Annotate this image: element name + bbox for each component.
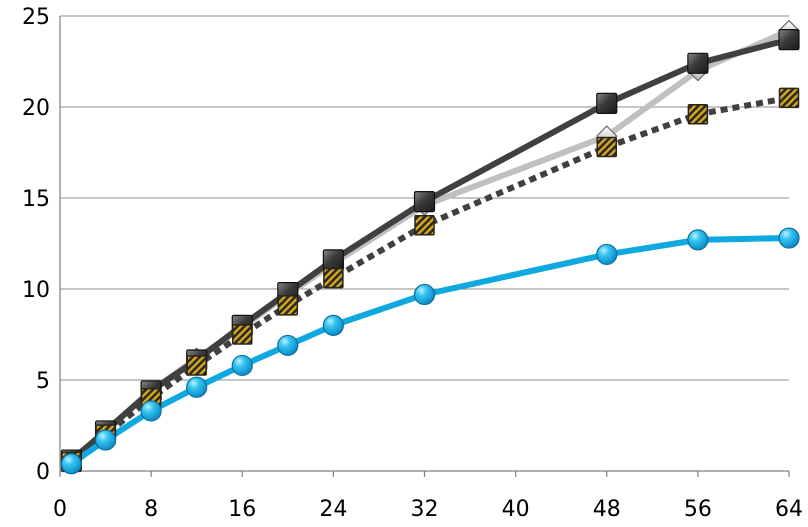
- y-tick-label: 10: [22, 278, 50, 303]
- hatched-square-marker: [414, 215, 435, 236]
- hatched-square-marker: [687, 104, 709, 125]
- hatched-square-marker: [186, 355, 207, 376]
- circle-marker: [778, 227, 800, 249]
- x-tick-label: 32: [411, 497, 439, 522]
- circle-marker: [687, 229, 709, 251]
- x-axis-tick-labels: 0 8 16 24 32 40 48 56 64: [53, 497, 803, 522]
- x-tick-label: 24: [319, 497, 347, 522]
- series-3-markers: [61, 87, 800, 473]
- hatched-square-marker: [596, 136, 617, 158]
- x-tick-label: 16: [228, 497, 256, 522]
- x-tick-label: 8: [144, 497, 158, 522]
- circle-marker: [277, 334, 299, 357]
- y-tick-label: 25: [22, 5, 50, 30]
- square-marker: [687, 52, 709, 74]
- series-1-markers: [60, 19, 800, 473]
- x-tick-label: 48: [593, 497, 621, 522]
- hatched-square-marker: [778, 87, 800, 109]
- circle-marker: [140, 400, 162, 422]
- series-4-markers: [60, 227, 800, 475]
- x-tick-label: 64: [775, 497, 803, 522]
- square-marker: [413, 191, 436, 213]
- axes: [59, 16, 790, 477]
- y-tick-label: 0: [36, 460, 50, 485]
- hatched-square-marker: [323, 267, 344, 289]
- series-3-line: [69, 94, 790, 465]
- y-tick-label: 20: [22, 96, 50, 121]
- circle-marker: [186, 376, 208, 398]
- series-2-markers: [60, 29, 800, 471]
- x-tick-label: 40: [502, 497, 530, 522]
- series-4-line: [68, 235, 792, 467]
- series-lines: [68, 27, 792, 467]
- hatched-square-marker: [232, 324, 253, 345]
- y-axis-tick-labels: 0 5 10 15 20 25: [22, 5, 50, 485]
- square-marker: [322, 249, 344, 271]
- hatched-square-marker: [277, 295, 299, 316]
- series-markers: [60, 19, 800, 475]
- circle-marker: [413, 283, 436, 306]
- y-tick-label: 5: [36, 369, 50, 394]
- circle-marker: [231, 354, 253, 377]
- x-tick-label: 0: [53, 497, 67, 522]
- x-tick-label: 56: [684, 497, 712, 522]
- circle-marker: [60, 453, 82, 475]
- square-marker: [596, 92, 618, 114]
- y-tick-label: 15: [22, 187, 50, 212]
- circle-marker: [322, 314, 344, 336]
- circle-marker: [596, 243, 618, 266]
- square-marker: [778, 29, 800, 51]
- circle-marker: [94, 429, 117, 451]
